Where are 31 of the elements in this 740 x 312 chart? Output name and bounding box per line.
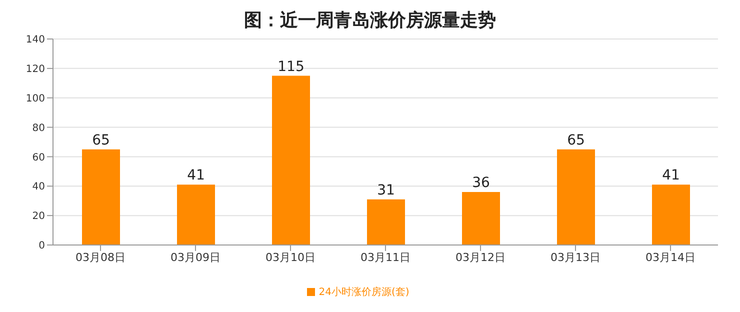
data-label: 65 bbox=[92, 132, 110, 148]
x-tick-label: 03月12日 bbox=[456, 250, 506, 264]
legend-label: 24小时涨价房源(套) bbox=[318, 287, 410, 298]
y-tick-label: 120 bbox=[26, 64, 45, 75]
chart-title: 图：近一周青岛涨价房源量走势 bbox=[243, 9, 497, 33]
data-label: 65 bbox=[567, 132, 585, 148]
y-tick-label: 20 bbox=[32, 211, 45, 222]
x-tick-label: 03月10日 bbox=[266, 250, 316, 264]
y-tick-label: 100 bbox=[26, 93, 45, 104]
x-tick-label: 03月14日 bbox=[646, 250, 696, 264]
x-tick-label: 03月09日 bbox=[170, 250, 220, 264]
bar bbox=[82, 149, 120, 245]
x-tick-label: 03月13日 bbox=[550, 250, 600, 264]
bar bbox=[367, 199, 405, 245]
bar bbox=[557, 149, 595, 245]
x-tick-label: 03月08日 bbox=[76, 250, 126, 264]
bar bbox=[462, 192, 500, 245]
data-label: 31 bbox=[377, 182, 395, 198]
y-tick-label: 0 bbox=[38, 240, 45, 252]
y-tick-label: 140 bbox=[26, 34, 45, 46]
bar bbox=[177, 184, 215, 245]
data-label: 115 bbox=[278, 58, 304, 75]
y-tick-label: 40 bbox=[32, 182, 45, 193]
y-tick-label: 60 bbox=[32, 152, 45, 164]
data-label: 36 bbox=[472, 175, 490, 192]
data-label: 41 bbox=[187, 168, 205, 184]
y-tick-label: 80 bbox=[32, 122, 45, 134]
bar bbox=[652, 184, 690, 245]
bar bbox=[272, 76, 310, 245]
data-label: 41 bbox=[662, 168, 680, 184]
x-tick-label: 03月11日 bbox=[360, 250, 410, 264]
